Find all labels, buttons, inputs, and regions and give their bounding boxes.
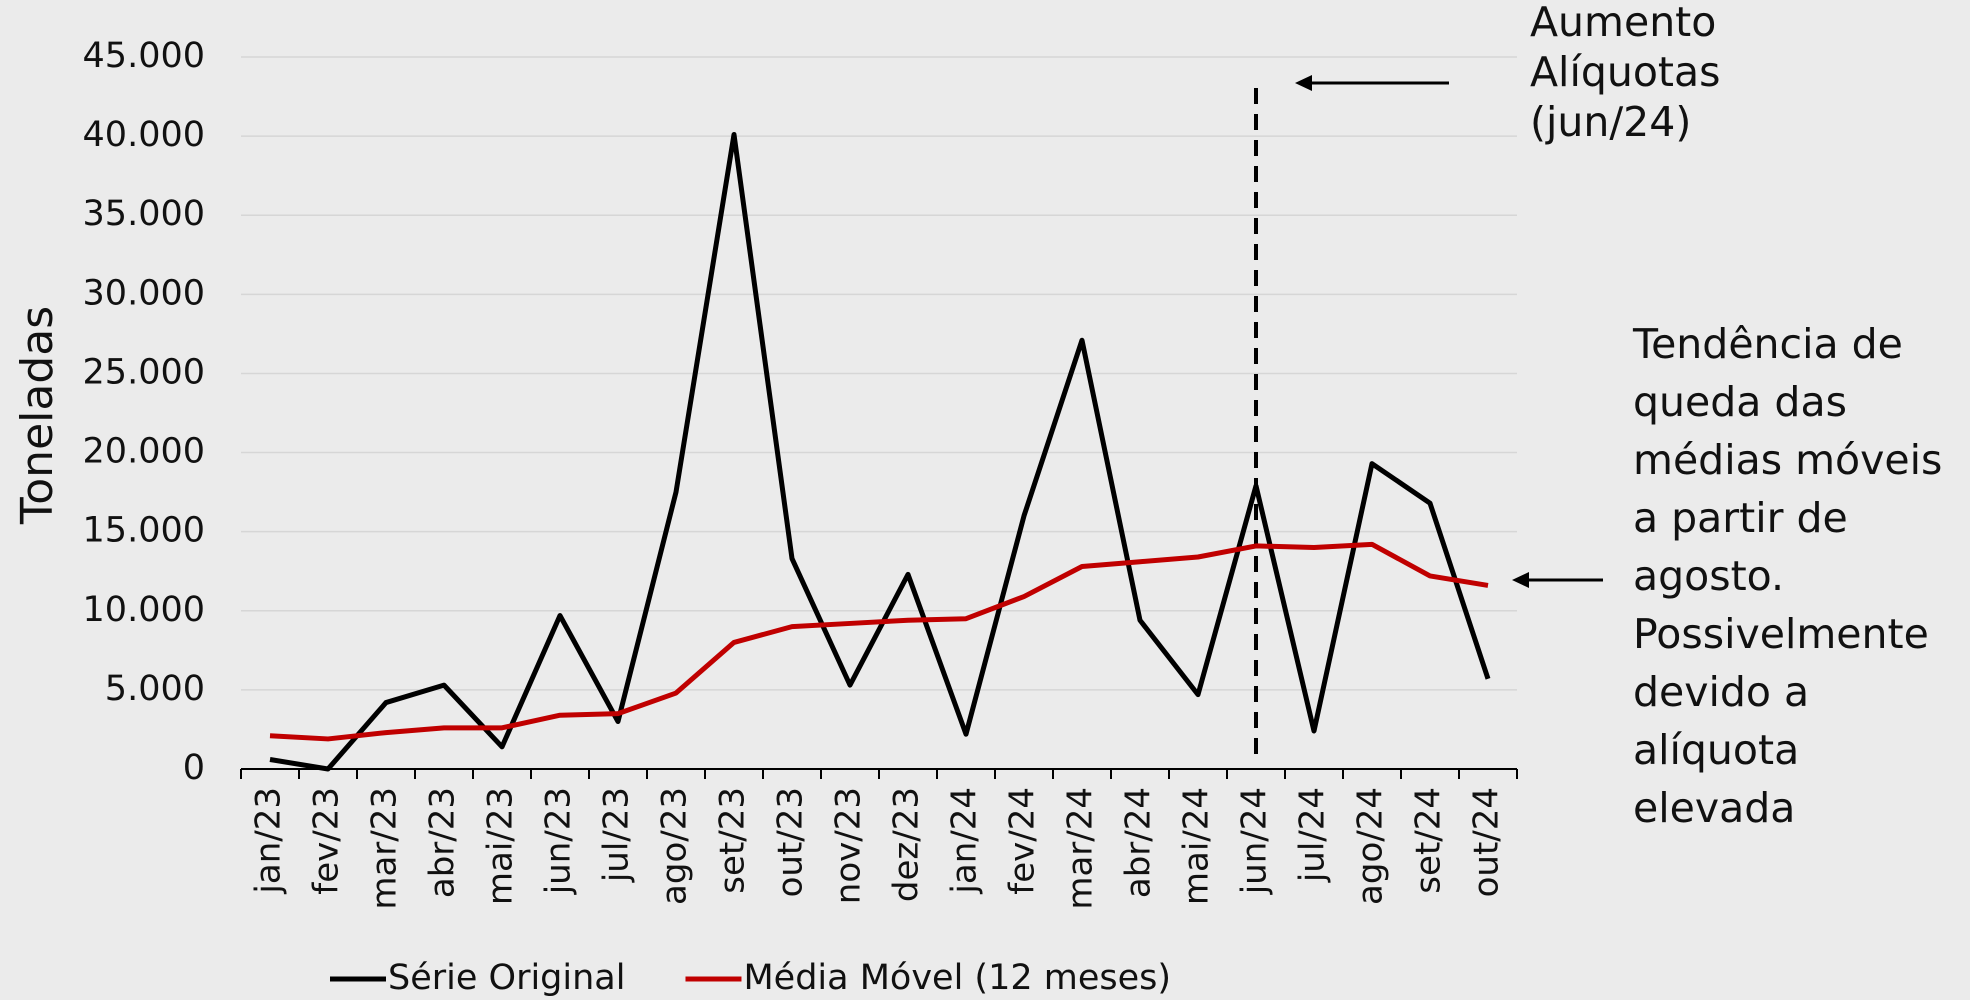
x-tick-label: mar/24 [1061, 787, 1101, 910]
annotation-text: Alíquotas [1530, 48, 1721, 96]
x-tick-label: out/23 [771, 787, 811, 897]
y-tick-label: 30.000 [83, 273, 205, 313]
annotation-text: agosto. [1633, 552, 1784, 600]
x-tick-label: mai/24 [1177, 787, 1217, 905]
y-tick-label: 15.000 [83, 511, 205, 551]
x-tick-label: set/23 [713, 787, 753, 894]
x-tick-label: jul/23 [597, 787, 637, 883]
x-tick-label: jun/24 [1235, 787, 1275, 895]
y-tick-label: 0 [183, 748, 205, 788]
annotation-text: queda das [1633, 378, 1847, 426]
annotation-text: devido a [1633, 668, 1809, 716]
annotation-text: Tendência de [1632, 320, 1903, 368]
annotation-text: Possivelmente [1633, 610, 1929, 658]
annotation-text: a partir de [1633, 494, 1848, 542]
x-tick-label: ago/23 [655, 787, 695, 905]
annotation-text: médias móveis [1633, 436, 1942, 484]
x-tick-label: abr/23 [423, 787, 463, 898]
y-tick-label: 25.000 [83, 352, 205, 392]
y-axis-label: Toneladas [12, 306, 63, 525]
y-tick-label: 10.000 [83, 590, 205, 630]
x-tick-label: jan/24 [945, 787, 985, 895]
x-tick-label: jul/24 [1293, 787, 1333, 883]
x-tick-label: ago/24 [1351, 787, 1391, 905]
x-tick-label: fev/24 [1003, 787, 1043, 895]
x-tick-label: set/24 [1409, 787, 1449, 894]
x-tick-label: fev/23 [307, 787, 347, 895]
x-tick-label: nov/23 [829, 787, 869, 904]
annotation-arrowhead [1512, 572, 1529, 588]
series-line [269, 541, 1489, 742]
y-tick-label: 35.000 [83, 194, 205, 234]
annotation-text: (jun/24) [1530, 98, 1691, 146]
y-tick-label: 20.000 [83, 432, 205, 472]
annotation-text: Aumento [1530, 0, 1716, 46]
x-tick-label: abr/24 [1119, 787, 1159, 898]
x-tick-label: jun/23 [539, 787, 579, 895]
legend-label: Série Original [388, 958, 625, 998]
annotation-text: alíquota [1633, 726, 1799, 774]
annotation-text: elevada [1633, 784, 1795, 832]
y-tick-label: 45.000 [83, 36, 205, 76]
legend-label: Média Móvel (12 meses) [743, 958, 1171, 998]
x-tick-label: mai/23 [481, 787, 521, 905]
x-tick-label: jan/23 [249, 787, 289, 895]
annotation-arrowhead [1295, 75, 1312, 91]
y-tick-label: 5.000 [105, 669, 205, 709]
series-line [269, 132, 1491, 772]
x-tick-label: out/24 [1467, 787, 1507, 897]
x-tick-label: mar/23 [365, 787, 405, 910]
y-tick-label: 40.000 [83, 115, 205, 155]
x-tick-label: dez/23 [887, 787, 927, 902]
